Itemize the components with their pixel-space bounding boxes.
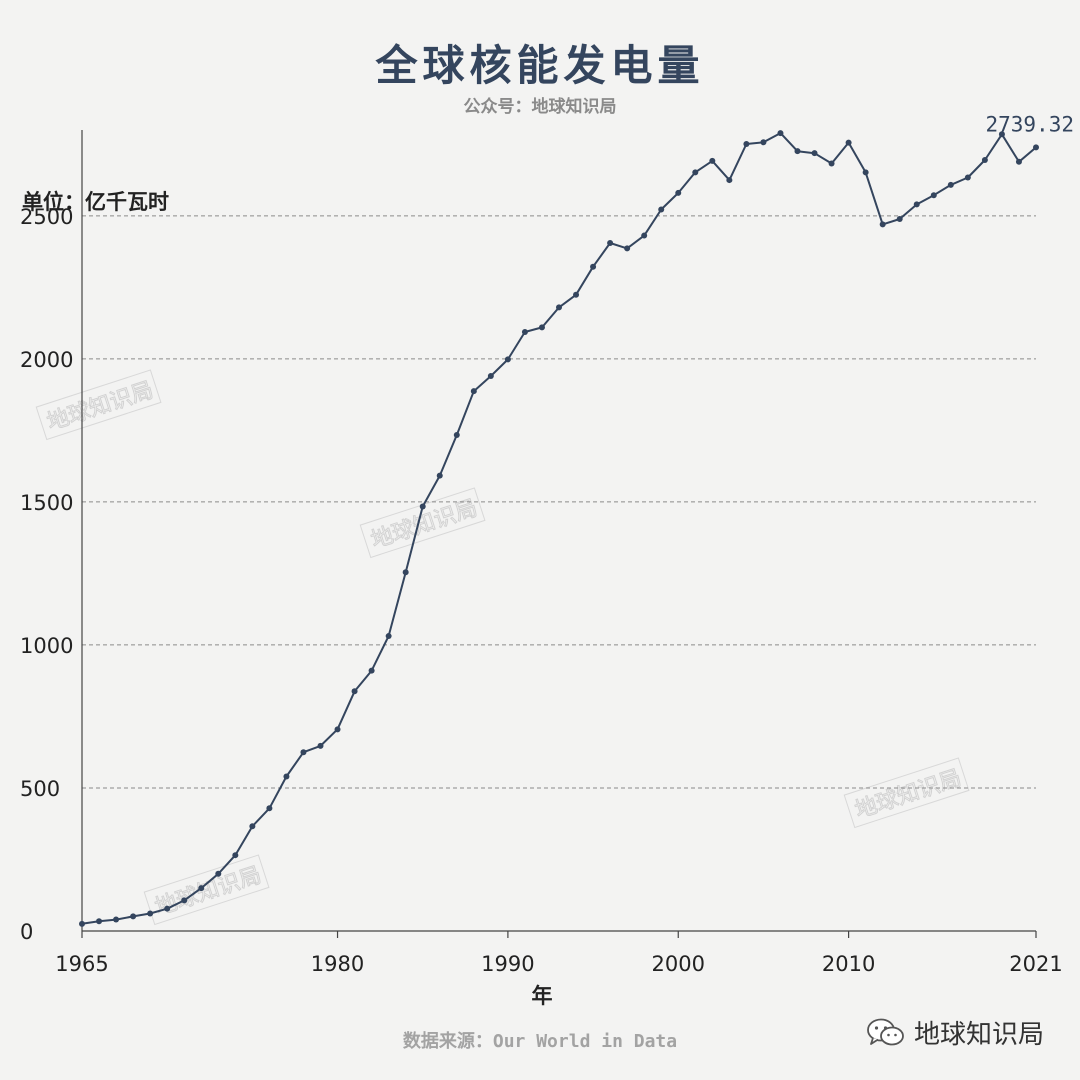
grid-lines xyxy=(82,215,1036,789)
data-point xyxy=(487,373,494,380)
data-point xyxy=(385,633,392,640)
data-point xyxy=(845,139,852,146)
data-point xyxy=(862,169,869,176)
chart-title: 全球核能发电量 xyxy=(375,41,705,90)
y-tick-label: 0 xyxy=(20,920,33,944)
data-point xyxy=(504,356,511,363)
data-point xyxy=(232,852,239,859)
data-point xyxy=(658,206,665,213)
data-point xyxy=(181,897,188,904)
watermark-box xyxy=(843,757,970,829)
watermark-box xyxy=(359,487,486,559)
data-point xyxy=(930,192,937,199)
data-point xyxy=(436,472,443,479)
data-point xyxy=(964,174,971,181)
x-tick-label: 1965 xyxy=(55,952,108,976)
data-point xyxy=(1033,144,1039,151)
data-point xyxy=(317,742,324,749)
data-point xyxy=(641,232,648,239)
unit-label: 单位：亿千瓦时 xyxy=(22,190,169,214)
data-point xyxy=(590,263,597,270)
data-point xyxy=(453,431,460,438)
brand-name: 地球知识局 xyxy=(913,1020,1044,1050)
x-tick-label: 1990 xyxy=(481,952,534,976)
data-point xyxy=(624,245,631,252)
data-point xyxy=(198,885,205,892)
data-point xyxy=(692,169,699,176)
data-point xyxy=(709,157,716,164)
data-point xyxy=(879,221,886,228)
data-point xyxy=(998,131,1005,138)
data-point xyxy=(760,139,767,146)
data-point xyxy=(556,304,562,311)
data-point xyxy=(130,913,137,920)
labels: 2739.32 xyxy=(985,112,1074,136)
data-point xyxy=(521,328,528,335)
data-point xyxy=(828,160,835,167)
data-point xyxy=(368,667,375,674)
data-point xyxy=(266,805,273,812)
data-point xyxy=(147,910,154,917)
watermark-box xyxy=(35,369,162,441)
x-axis-label: 年 xyxy=(532,984,553,1008)
data-point xyxy=(981,157,988,164)
y-tick-label: 2000 xyxy=(20,348,73,372)
data-point xyxy=(607,239,614,246)
data-point xyxy=(96,918,103,925)
data-point xyxy=(402,569,409,576)
data-point xyxy=(283,773,290,780)
data-point xyxy=(351,688,358,695)
watermark-box xyxy=(143,854,270,926)
axes: 0 500 1000 1500 2000 2500 1965 1980 1990 2000 2010… xyxy=(20,130,1063,1008)
x-tick-label: 2000 xyxy=(652,952,705,976)
data-point xyxy=(913,201,920,208)
data-point xyxy=(538,324,545,331)
brand-badge: 地球知识局 xyxy=(866,1014,1044,1051)
data-point xyxy=(334,726,341,733)
data-point xyxy=(777,130,784,137)
data-point xyxy=(675,189,682,196)
data-point xyxy=(164,905,171,912)
data-point xyxy=(726,177,733,184)
data-point xyxy=(896,215,903,222)
data-source: 数据来源：Our World in Data xyxy=(402,1031,678,1052)
data-point xyxy=(947,181,954,188)
y-tick-label: 1500 xyxy=(20,491,73,515)
wechat-icon xyxy=(867,1018,904,1045)
series-group xyxy=(79,130,1039,927)
data-point xyxy=(419,503,426,510)
last-value-label: 2739.32 xyxy=(985,112,1074,136)
data-point xyxy=(215,870,222,877)
y-tick-label: 1000 xyxy=(20,634,73,658)
data-point xyxy=(573,291,580,298)
data-point xyxy=(249,823,256,830)
data-point xyxy=(79,920,85,927)
x-tick-label: 2021 xyxy=(1009,952,1062,976)
x-tick-label: 2010 xyxy=(822,952,875,976)
data-point xyxy=(743,141,750,148)
data-point xyxy=(811,150,818,157)
x-tick-label: 1980 xyxy=(311,952,364,976)
y-tick-label: 2500 xyxy=(20,205,73,229)
y-tick-label: 500 xyxy=(20,777,60,801)
data-point xyxy=(1015,158,1022,165)
data-point xyxy=(113,916,120,923)
data-point xyxy=(470,388,477,395)
chart-subtitle: 公众号：地球知识局 xyxy=(463,97,617,117)
data-point xyxy=(300,749,307,756)
data-point xyxy=(794,148,801,155)
